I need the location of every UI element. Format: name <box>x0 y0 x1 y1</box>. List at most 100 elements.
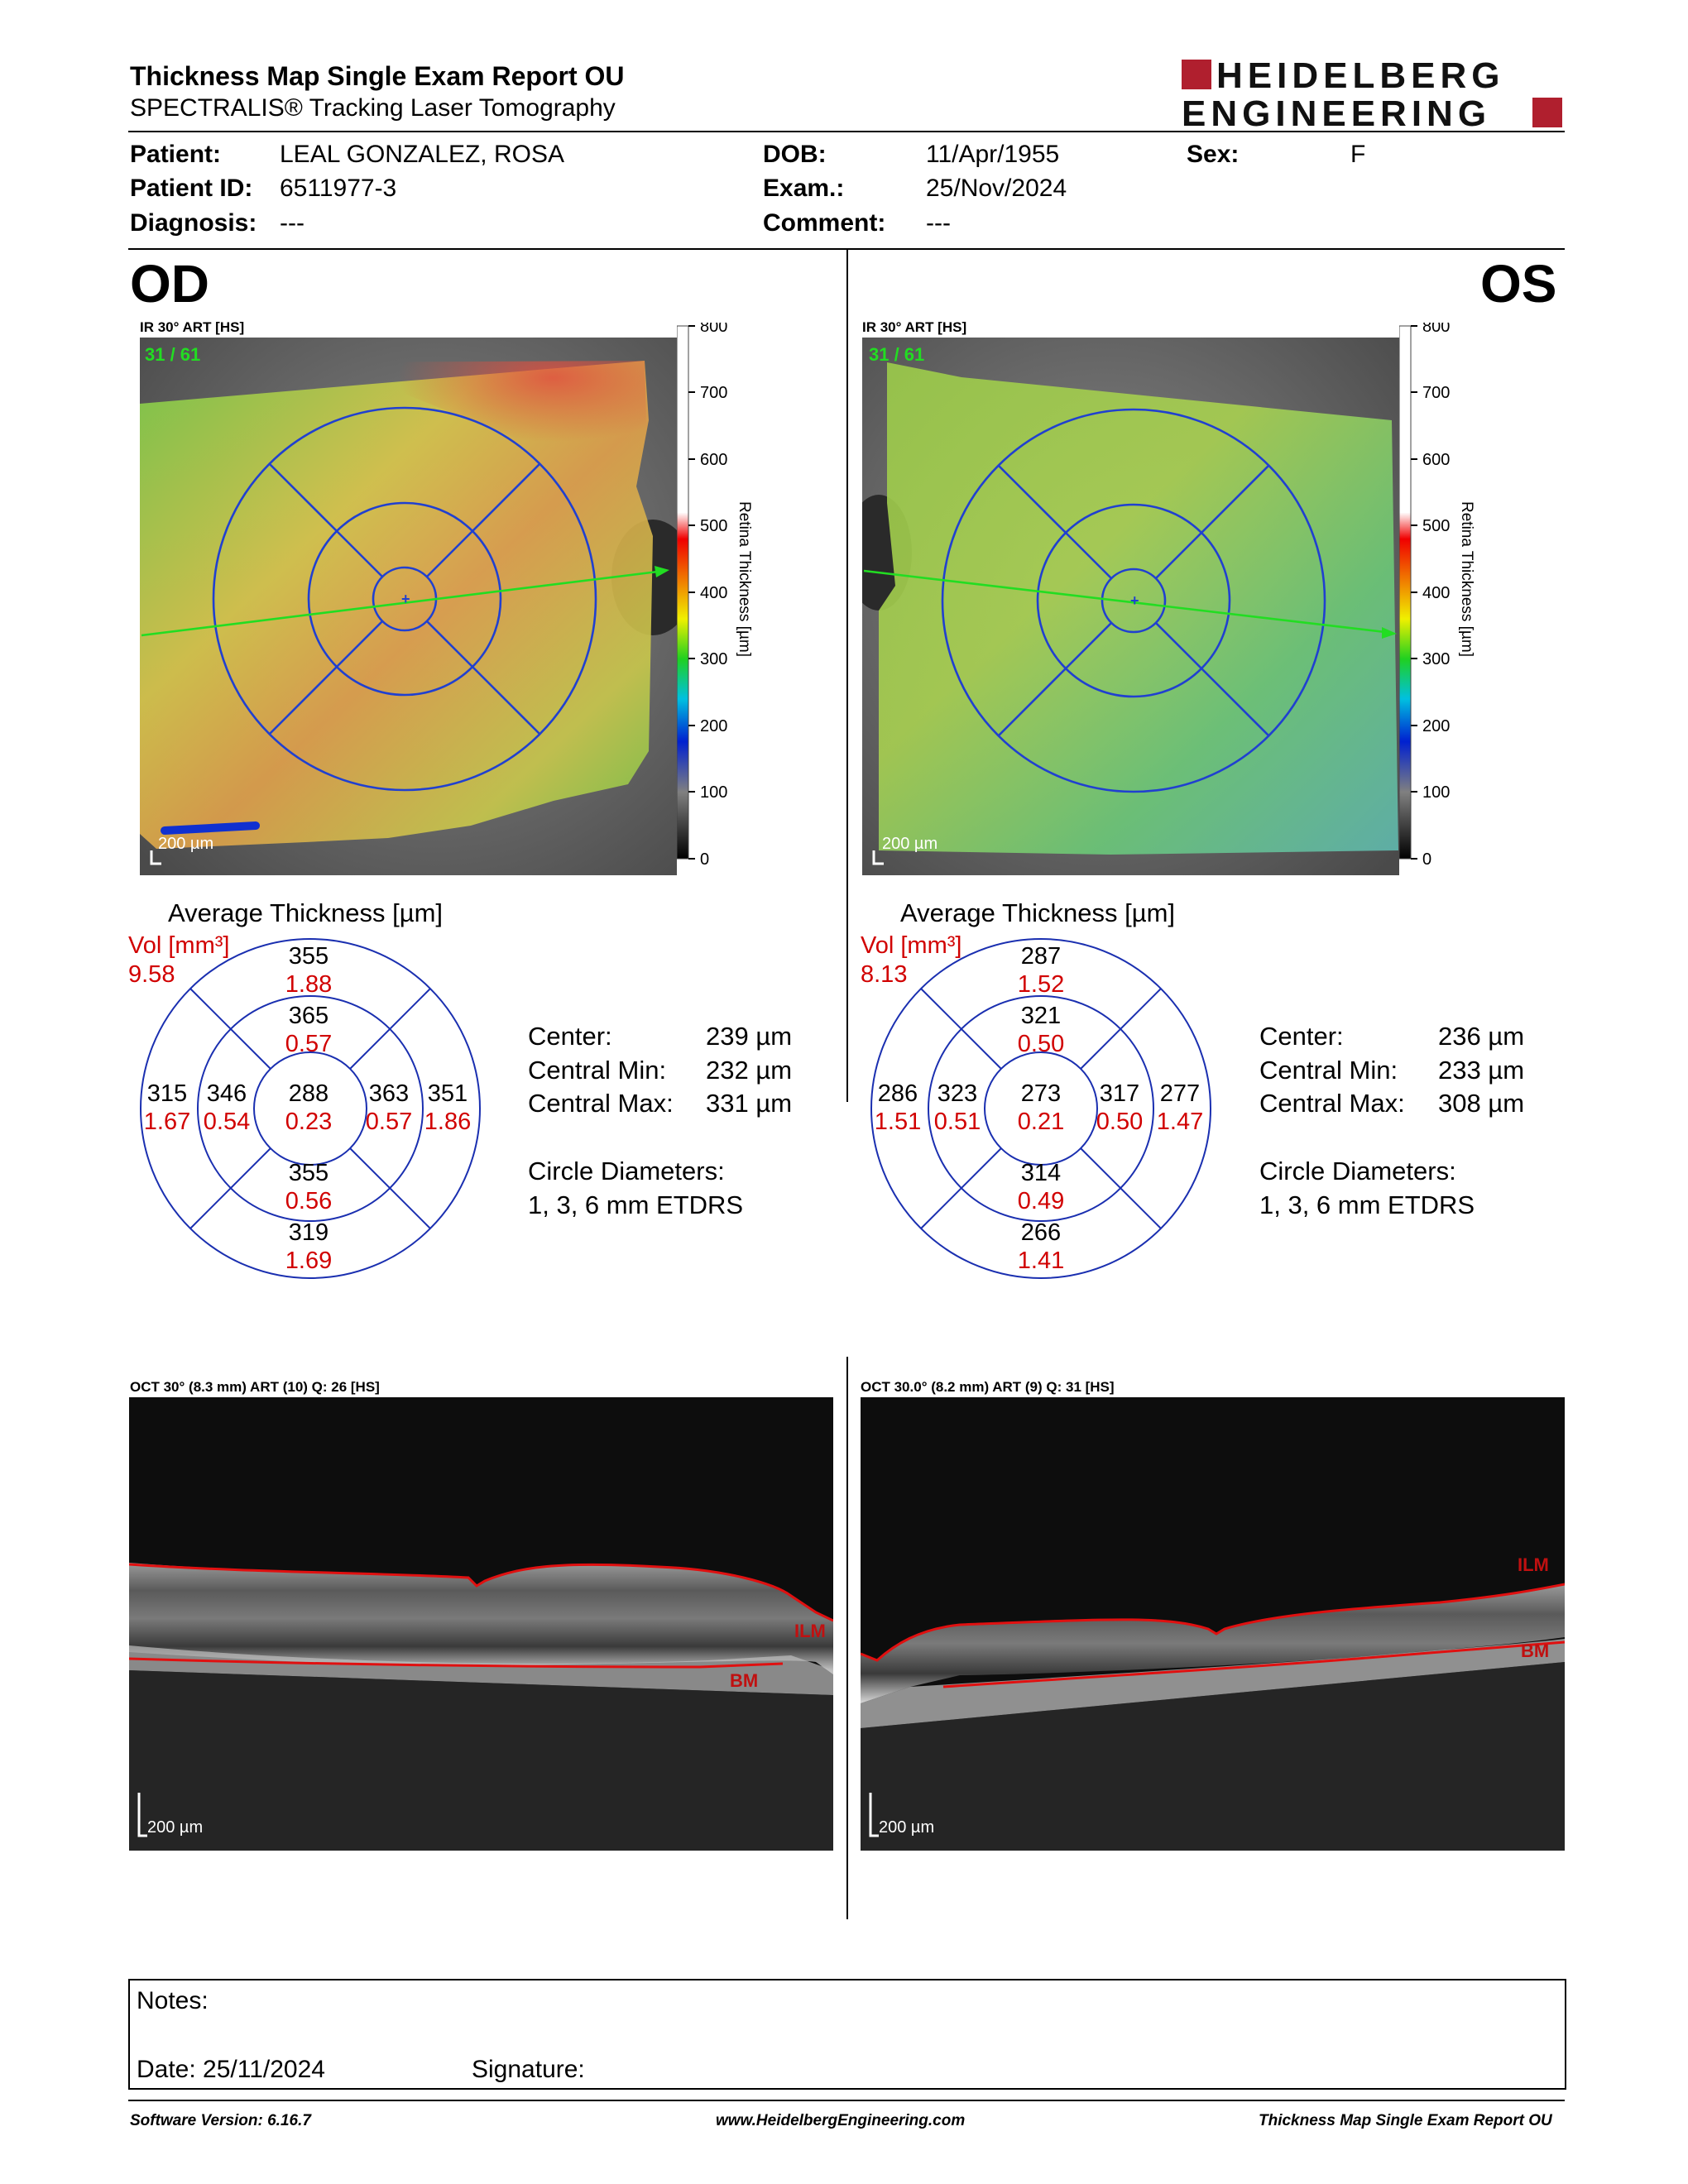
od-vol-value: 9.58 <box>128 961 175 988</box>
os-ir-label: IR 30° ART [HS] <box>862 319 967 335</box>
od-outer-inf-vol: 1.69 <box>285 1248 332 1274</box>
od-outer-left: 315 <box>147 1080 187 1107</box>
os-outer-inf: 266 <box>1021 1219 1061 1246</box>
sex-value: F <box>1350 141 1366 168</box>
os-central-min-value: 233 µm <box>1438 1056 1525 1085</box>
od-avg-title: Average Thickness [µm] <box>168 898 444 927</box>
od-center-vol: 0.23 <box>285 1109 332 1135</box>
sex-label: Sex: <box>1187 141 1240 168</box>
od-circle-diam-label: Circle Diameters: <box>528 1157 725 1185</box>
notes-box[interactable] <box>128 1979 1566 2090</box>
od-ilm-label: ILM <box>794 1621 826 1641</box>
od-inner-sup-vol: 0.57 <box>285 1031 332 1057</box>
od-oct-bscan: ILM BM 200 µm <box>128 1397 834 1851</box>
os-cbar-tick-600: 600 <box>1422 451 1450 469</box>
os-cbar-tick-200: 200 <box>1422 717 1450 735</box>
exam-value: 25/Nov/2024 <box>926 175 1067 202</box>
os-outer-sup: 287 <box>1021 943 1061 970</box>
diagnosis-value: --- <box>280 209 305 237</box>
od-center: 288 <box>289 1080 328 1107</box>
od-center-value: 239 µm <box>706 1022 793 1051</box>
od-cbar-tick-200: 200 <box>700 717 727 735</box>
os-center-value: 236 µm <box>1438 1022 1525 1051</box>
report-subtitle: SPECTRALIS® Tracking Laser Tomography <box>130 94 616 122</box>
eye-label-od: OD <box>130 254 209 314</box>
od-outer-left-vol: 1.67 <box>144 1109 190 1135</box>
os-oct-label: OCT 30.0° (8.2 mm) ART (9) Q: 31 [HS] <box>861 1379 1115 1395</box>
os-oct-scale: 200 µm <box>879 1818 934 1837</box>
date-label: Date: 25/11/2024 <box>137 2056 325 2083</box>
od-inner-sup: 365 <box>289 1003 328 1029</box>
comment-label: Comment: <box>763 209 886 237</box>
os-thickness-map: + 31 / 61 200 µm <box>846 338 1399 875</box>
patient-label: Patient: <box>130 141 222 168</box>
od-outer-inf: 319 <box>289 1219 328 1246</box>
od-central-max-label: Central Max: <box>528 1089 674 1118</box>
dob-value: 11/Apr/1955 <box>926 141 1060 168</box>
os-cbar-tick-300: 300 <box>1422 650 1450 668</box>
os-bm-label: BM <box>1521 1640 1549 1661</box>
notes-label: Notes: <box>137 1987 209 2014</box>
diagnosis-label: Diagnosis: <box>130 209 257 237</box>
os-central-max-value: 308 µm <box>1438 1089 1525 1118</box>
signature-label: Signature: <box>472 2056 585 2083</box>
footer-website-link[interactable]: www.HeidelbergEngineering.com <box>716 2112 966 2129</box>
od-oct-label: OCT 30° (8.3 mm) ART (10) Q: 26 [HS] <box>130 1379 380 1395</box>
od-frame-counter: 31 / 61 <box>145 344 200 365</box>
os-outer-sup-vol: 1.52 <box>1018 971 1064 998</box>
od-central-max-value: 331 µm <box>706 1089 793 1118</box>
footer-report-name: Thickness Map Single Exam Report OU <box>1259 2112 1552 2129</box>
os-central-max-label: Central Max: <box>1259 1089 1405 1118</box>
os-inner-inf-vol: 0.49 <box>1018 1188 1064 1214</box>
patient-id-label: Patient ID: <box>130 175 253 202</box>
od-inner-left: 346 <box>207 1080 247 1107</box>
od-circle-diam-value: 1, 3, 6 mm ETDRS <box>528 1190 744 1219</box>
od-inner-right: 363 <box>369 1080 409 1107</box>
od-cbar-tick-300: 300 <box>700 650 727 668</box>
os-frame-counter: 31 / 61 <box>869 344 924 365</box>
os-avg-title: Average Thickness [µm] <box>900 898 1176 927</box>
os-outer-inf-vol: 1.41 <box>1018 1248 1064 1274</box>
od-cbar-tick-100: 100 <box>700 783 727 802</box>
os-vol-value: 8.13 <box>861 961 908 988</box>
os-inner-right: 317 <box>1100 1080 1139 1107</box>
os-ilm-label: ILM <box>1518 1554 1549 1575</box>
od-cbar-tick-600: 600 <box>700 451 727 469</box>
od-inner-right-vol: 0.57 <box>366 1109 412 1135</box>
od-inner-left-vol: 0.54 <box>204 1109 250 1135</box>
os-center-label: Center: <box>1259 1022 1344 1051</box>
os-cbar-tick-800: 800 <box>1422 323 1450 336</box>
od-inner-inf: 355 <box>289 1160 328 1186</box>
od-colorbar: 800 700 600 500 400 300 200 100 0 Retina… <box>676 318 768 869</box>
od-etdrs-grid: 355 1.88 365 0.57 315 1.67 346 0.54 288 … <box>124 931 496 1286</box>
os-outer-left-vol: 1.51 <box>875 1109 921 1135</box>
os-inner-left-vol: 0.51 <box>934 1109 981 1135</box>
od-central-min-label: Central Min: <box>528 1056 667 1085</box>
od-outer-right-vol: 1.86 <box>424 1109 471 1135</box>
os-circle-diam-value: 1, 3, 6 mm ETDRS <box>1259 1190 1475 1219</box>
od-cbar-tick-800: 800 <box>700 323 727 336</box>
os-cbar-tick-100: 100 <box>1422 783 1450 802</box>
os-outer-right: 277 <box>1160 1080 1200 1107</box>
comment-value: --- <box>926 209 951 237</box>
od-center-label: Center: <box>528 1022 612 1051</box>
od-cbar-tick-0: 0 <box>700 850 709 869</box>
os-oct-bscan: ILM BM 200 µm <box>860 1397 1566 1851</box>
od-vol-label: Vol [mm³] <box>128 932 230 959</box>
os-cbar-tick-700: 700 <box>1422 384 1450 402</box>
od-central-min-value: 232 µm <box>706 1056 793 1085</box>
os-inner-left: 323 <box>938 1080 977 1107</box>
od-cbar-tick-500: 500 <box>700 517 727 535</box>
os-vol-label: Vol [mm³] <box>861 932 962 959</box>
os-inner-sup: 321 <box>1021 1003 1061 1029</box>
od-scale-label: 200 µm <box>158 835 213 853</box>
od-cbar-tick-400: 400 <box>700 584 727 602</box>
os-circle-diam-label: Circle Diameters: <box>1259 1157 1456 1185</box>
os-center-vol: 0.21 <box>1018 1109 1064 1135</box>
os-outer-left: 286 <box>878 1080 918 1107</box>
os-cbar-tick-0: 0 <box>1422 850 1431 869</box>
os-inner-inf: 314 <box>1021 1160 1061 1186</box>
os-outer-right-vol: 1.47 <box>1157 1109 1203 1135</box>
patient-value: LEAL GONZALEZ, ROSA <box>280 141 564 168</box>
od-cbar-label: Retina Thickness [µm] <box>736 501 753 657</box>
